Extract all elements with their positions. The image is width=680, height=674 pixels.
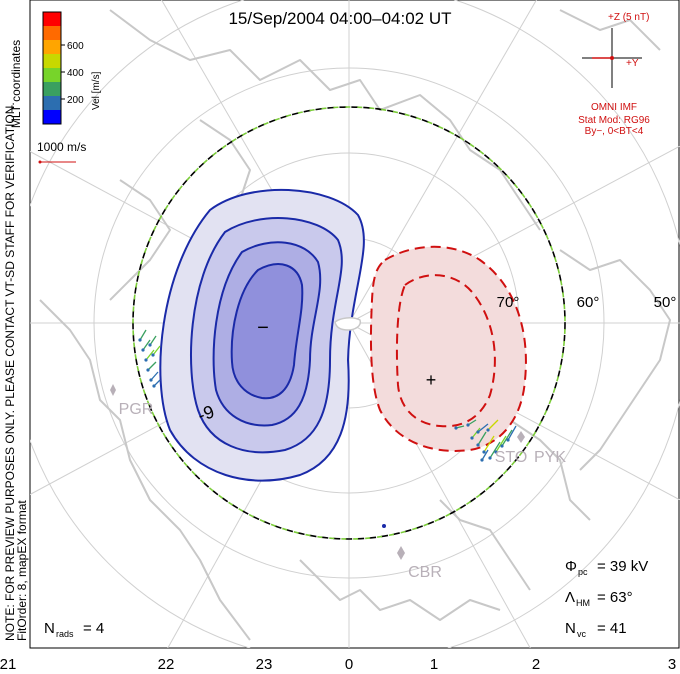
mlt-axis: 21 22 23 0 1 2 3: [0, 656, 676, 673]
fit-order-note: FitOrder: 8, mapEX format: [15, 500, 29, 641]
lambda-hm-value: = 63°: [597, 589, 633, 606]
imf-model: Stat Mod: RG96: [578, 115, 650, 126]
colorbar-frame: [42, 11, 62, 125]
velocity-colorbar: [42, 11, 62, 125]
stats-n-rads: N rads = 4: [44, 620, 104, 639]
latitude-label-50: 50°: [654, 294, 677, 311]
station-label-cbr: CBR: [408, 564, 442, 581]
imf-z-label: +Z (5 nT): [608, 12, 649, 23]
velocity-reference-label: 1000 m/s: [37, 140, 86, 154]
latitude-label-60: 60°: [577, 294, 600, 311]
velocity-vectors: [138, 329, 517, 528]
vectors-pgr: [138, 329, 161, 388]
mlt-label-21: 21: [0, 656, 16, 673]
mlt-label-1: 1: [430, 656, 438, 673]
vectors-sto: [454, 419, 517, 462]
mlt-label-23: 23: [256, 656, 273, 673]
mlt-label-2: 2: [532, 656, 540, 673]
stats-phi-pc: Φ pc = 39 kV: [565, 558, 648, 577]
lambda-hm-subscript: HM: [576, 598, 590, 608]
colorbar-tick-400: 400: [67, 68, 84, 79]
contour-label: -9: [195, 401, 217, 425]
phi-pc-value: = 39 kV: [597, 558, 648, 575]
phi-pc-symbol: Φ: [565, 558, 577, 575]
colorbar-segment: [43, 110, 61, 125]
stats-n-vc: N vc = 41: [565, 620, 627, 639]
preview-note: NOTE: FOR PREVIEW PURPOSES ONLY. PLEASE …: [3, 102, 17, 641]
station-marker-cbr: [397, 546, 405, 560]
dusk-cell-minimum-marker: −: [257, 317, 269, 339]
coordinate-system-label: MLT coordinates: [9, 40, 23, 128]
hm-boundary-green: [132, 106, 566, 540]
dawn-cell-maximum-marker: +: [426, 370, 437, 390]
station-marker-pgr: [110, 384, 116, 396]
mlt-label-22: 22: [158, 656, 175, 673]
lambda-hm-symbol: Λ: [565, 589, 575, 606]
imf-source: OMNI IMF: [591, 102, 637, 113]
station-label-pgr: PGR: [119, 401, 154, 418]
colorbar-tick-200: 200: [67, 95, 84, 106]
stats-lambda-hm: Λ HM = 63°: [565, 589, 633, 608]
n-rads-symbol: N: [44, 620, 55, 637]
n-rads-subscript: rads: [56, 629, 74, 639]
colorbar-segment: [43, 82, 61, 97]
colorbar-segment: [43, 96, 61, 111]
imf-dial: +Z (5 nT) +Y OMNI IMF Stat Mod: RG96 By−…: [578, 12, 650, 137]
n-vc-symbol: N: [565, 620, 576, 637]
map-title: 15/Sep/2004 04:00–04:02 UT: [228, 9, 451, 28]
colorbar-segment: [43, 12, 61, 27]
colorbar-segment: [43, 40, 61, 55]
latitude-label-70: 70°: [497, 294, 520, 311]
colorbar-tick-600: 600: [67, 41, 84, 52]
n-vc-value: = 41: [597, 620, 627, 637]
mlt-label-0: 0: [345, 656, 353, 673]
imf-y-label: +Y: [626, 58, 639, 69]
n-vc-subscript: vc: [577, 629, 587, 639]
radar-stations: [110, 384, 525, 560]
colorbar-segment: [43, 54, 61, 69]
pole-marker: [334, 317, 362, 331]
colorbar-label: Vel [m/s]: [91, 71, 102, 110]
mlt-label-3: 3: [668, 656, 676, 673]
station-label-pyk: PYK: [534, 449, 566, 466]
station-label-sto: STO: [495, 449, 528, 466]
vector-isolated: [382, 524, 386, 528]
coastlines: [39, 9, 671, 641]
phi-pc-subscript: pc: [578, 567, 588, 577]
imf-condition: By−, 0<BT<4: [585, 126, 644, 137]
station-marker-sto: [517, 431, 525, 443]
n-rads-value: = 4: [83, 620, 104, 637]
dusk-convection-cell: [159, 188, 365, 482]
colorbar-segment: [43, 26, 61, 41]
colorbar-segment: [43, 68, 61, 83]
dawn-convection-cell: [369, 245, 527, 452]
